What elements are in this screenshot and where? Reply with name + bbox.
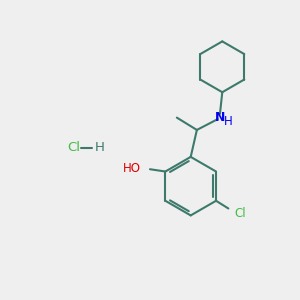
Text: N: N [215, 111, 225, 124]
Text: H: H [224, 115, 233, 128]
Text: Cl: Cl [68, 141, 80, 154]
Text: HO: HO [123, 162, 141, 175]
Text: H: H [94, 141, 104, 154]
Text: Cl: Cl [235, 207, 246, 220]
